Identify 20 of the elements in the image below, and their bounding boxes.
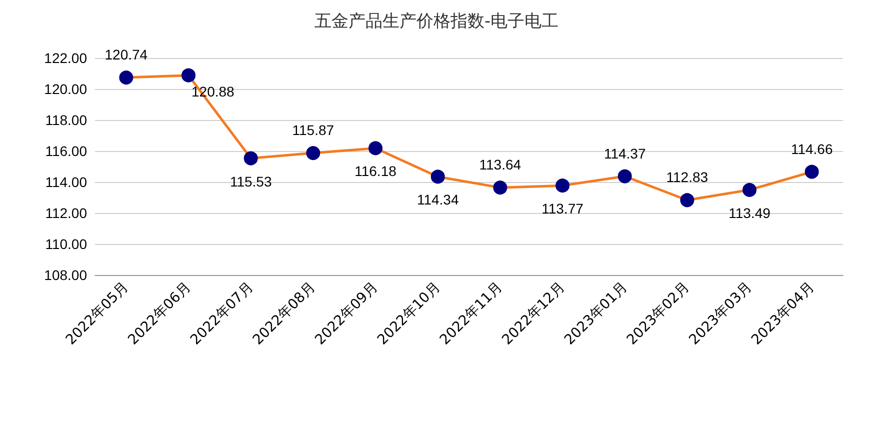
data-label: 120.74 [104,46,148,63]
data-label: 115.87 [292,122,334,138]
y-tick-label: 112.00 [45,205,88,221]
data-label: 114.37 [604,145,646,162]
y-tick-label: 110.00 [45,236,88,252]
y-tick-label: 122.00 [44,50,88,66]
y-tick-label: 118.00 [45,112,88,128]
data-label: 112.83 [666,169,708,186]
data-label: 116.18 [354,163,397,180]
data-label: 113.64 [479,156,522,173]
data-label: 113.77 [542,200,584,217]
data-label: 114.34 [416,192,459,208]
y-tick-label: 120.00 [44,81,88,97]
chart-title: 五金产品生产价格指数-电子电工 [314,12,559,32]
data-label: 114.66 [790,140,833,157]
y-tick-label: 116.00 [45,143,88,159]
data-label: 113.49 [728,204,771,221]
y-tick-label: 108.00 [44,267,88,283]
y-tick-label: 114.00 [45,174,88,190]
data-label: 115.53 [230,173,272,190]
